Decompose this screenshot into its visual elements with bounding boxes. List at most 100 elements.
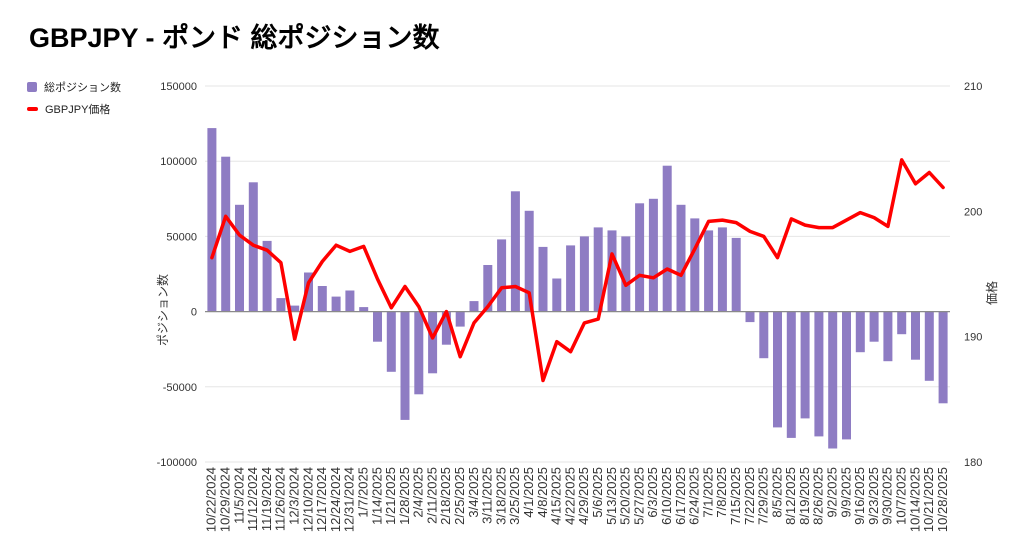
svg-text:8/19/2025: 8/19/2025 [797, 467, 812, 525]
svg-text:1/7/2025: 1/7/2025 [356, 467, 371, 518]
price-line[interactable] [210, 158, 945, 383]
svg-text:4/1/2025: 4/1/2025 [521, 467, 536, 518]
bar[interactable] [759, 311, 769, 359]
legend: 総ポジション数 GBPJPY価格 [27, 76, 121, 120]
legend-item-price: GBPJPY価格 [27, 98, 121, 120]
svg-text:2/11/2025: 2/11/2025 [424, 467, 439, 524]
bar[interactable] [883, 311, 893, 362]
svg-text:7/8/2025: 7/8/2025 [714, 467, 729, 518]
bar[interactable] [345, 290, 355, 312]
svg-text:12/3/2024: 12/3/2024 [287, 467, 302, 525]
bar[interactable] [552, 278, 562, 312]
svg-text:9/2/2025: 9/2/2025 [825, 467, 840, 518]
bar[interactable] [731, 237, 741, 312]
bar[interactable] [814, 311, 824, 437]
bar[interactable] [800, 311, 810, 419]
bar[interactable] [621, 236, 631, 312]
bar[interactable] [717, 227, 727, 312]
bar[interactable] [690, 218, 700, 312]
bar[interactable] [386, 311, 396, 372]
svg-text:10/21/2025: 10/21/2025 [921, 467, 936, 532]
svg-text:10/22/2024: 10/22/2024 [204, 467, 219, 532]
bar[interactable] [262, 240, 272, 312]
svg-text:1/21/2025: 1/21/2025 [383, 467, 398, 525]
bar[interactable] [828, 311, 838, 449]
svg-text:50000: 50000 [166, 231, 197, 243]
svg-text:6/24/2025: 6/24/2025 [687, 467, 702, 525]
bar[interactable] [579, 236, 589, 312]
bar[interactable] [276, 298, 286, 312]
gridlines [205, 85, 950, 463]
svg-text:3/18/2025: 3/18/2025 [493, 467, 508, 525]
bar[interactable] [938, 311, 948, 404]
svg-text:6/17/2025: 6/17/2025 [673, 467, 688, 525]
bar[interactable] [428, 311, 438, 374]
svg-text:4/8/2025: 4/8/2025 [535, 467, 550, 518]
bar[interactable] [221, 156, 231, 312]
bar[interactable] [924, 311, 934, 381]
bar[interactable] [441, 311, 451, 345]
bar[interactable] [676, 204, 686, 312]
bar[interactable] [414, 311, 424, 395]
bar[interactable] [704, 230, 714, 312]
bar[interactable] [745, 311, 755, 323]
bar[interactable] [566, 245, 576, 312]
svg-text:11/19/2024: 11/19/2024 [259, 467, 274, 531]
svg-text:2/18/2025: 2/18/2025 [438, 467, 453, 525]
svg-text:9/23/2025: 9/23/2025 [866, 467, 881, 525]
bar[interactable] [842, 311, 851, 440]
svg-text:7/1/2025: 7/1/2025 [700, 467, 715, 518]
bar[interactable] [855, 311, 865, 353]
bar[interactable] [897, 311, 907, 335]
bar[interactable] [911, 311, 920, 360]
svg-text:5/6/2025: 5/6/2025 [590, 467, 605, 518]
svg-text:6/3/2025: 6/3/2025 [645, 467, 660, 518]
bar[interactable] [400, 311, 410, 420]
bar[interactable] [469, 301, 479, 312]
svg-text:12/24/2024: 12/24/2024 [328, 467, 343, 532]
bar[interactable] [869, 311, 879, 342]
svg-text:190: 190 [964, 332, 982, 344]
bar[interactable] [235, 204, 244, 312]
svg-text:4/22/2025: 4/22/2025 [562, 467, 577, 525]
bar[interactable] [510, 191, 520, 312]
bar[interactable] [290, 305, 300, 312]
bar[interactable] [317, 286, 327, 312]
bar[interactable] [648, 198, 658, 312]
svg-text:3/4/2025: 3/4/2025 [466, 467, 481, 518]
position-bars[interactable] [207, 128, 948, 449]
bar[interactable] [773, 311, 782, 428]
svg-text:10/7/2025: 10/7/2025 [894, 467, 909, 525]
svg-text:5/13/2025: 5/13/2025 [604, 467, 619, 525]
bar[interactable] [483, 265, 493, 312]
bar[interactable] [497, 239, 507, 312]
svg-text:-50000: -50000 [163, 382, 197, 394]
right-axis-ticks: 210 200 190 180 [964, 81, 982, 469]
svg-text:180: 180 [964, 457, 982, 469]
svg-text:12/10/2024: 12/10/2024 [300, 467, 315, 532]
bar[interactable] [593, 227, 603, 312]
bar[interactable] [607, 230, 617, 312]
bar[interactable] [304, 272, 313, 312]
bar[interactable] [635, 203, 645, 312]
bar[interactable] [455, 311, 465, 327]
bar[interactable] [373, 311, 382, 342]
bar[interactable] [786, 311, 796, 438]
svg-text:210: 210 [964, 81, 982, 93]
line-series-swatch-icon [27, 107, 38, 111]
bar[interactable] [524, 210, 534, 312]
svg-text:11/5/2024: 11/5/2024 [231, 467, 246, 524]
svg-text:1/28/2025: 1/28/2025 [397, 467, 412, 525]
svg-text:1/14/2025: 1/14/2025 [369, 467, 384, 525]
x-axis-date-labels: 10/22/202410/29/202411/5/202411/12/20241… [204, 467, 950, 532]
right-axis-title: 価格 [984, 281, 999, 305]
svg-text:9/16/2025: 9/16/2025 [852, 467, 867, 525]
bar[interactable] [207, 128, 217, 312]
chart-title: GBPJPY - ポンド 総ポジション数 [29, 23, 440, 53]
bar[interactable] [538, 246, 548, 312]
bar[interactable] [331, 296, 341, 312]
left-axis-ticks: 150000 100000 50000 0 -50000 -100000 [157, 81, 197, 469]
bar[interactable] [359, 307, 369, 312]
bar[interactable] [662, 165, 672, 312]
